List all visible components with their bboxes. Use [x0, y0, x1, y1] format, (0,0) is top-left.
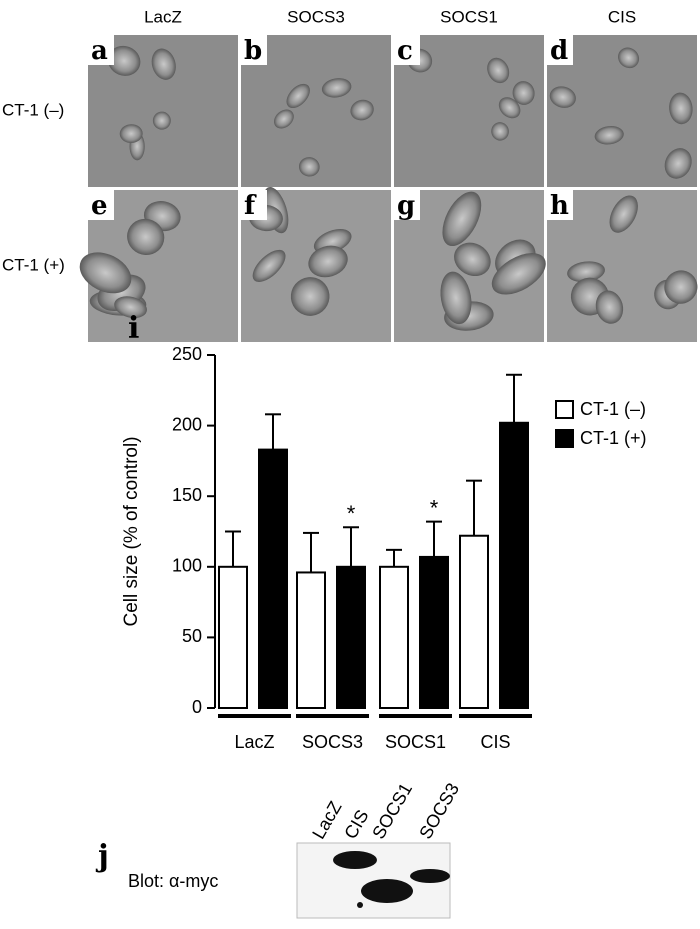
letter-box: [547, 35, 573, 65]
letter-box: [88, 190, 114, 220]
panel-letter: f: [244, 191, 257, 221]
cell: [442, 191, 482, 247]
bar: [379, 565, 409, 709]
cell: [252, 249, 286, 282]
cell: [107, 45, 141, 76]
bar: [336, 565, 366, 709]
cell: [127, 218, 165, 255]
y-axis-label: Cell size (% of control): [121, 436, 142, 626]
letter-box: [394, 35, 420, 65]
x-tick-label: LacZ: [234, 732, 274, 752]
letter-box: [547, 190, 573, 220]
blot-band: [333, 851, 377, 869]
panel-letter: b: [244, 36, 262, 66]
panel-letter: i: [128, 311, 139, 346]
x-tick-label: SOCS1: [385, 732, 446, 752]
cell: [308, 245, 348, 278]
lane-label: SOCS3: [415, 780, 463, 843]
cell: [549, 86, 576, 108]
bar: [296, 571, 326, 709]
panel-letter: d: [550, 36, 568, 66]
cell: [491, 122, 509, 141]
column-header: CIS: [608, 7, 636, 26]
x-tick-label: CIS: [480, 732, 510, 752]
panel-letter: e: [91, 191, 108, 221]
bar: [499, 421, 529, 709]
cell: [321, 78, 352, 98]
letter-box: [394, 190, 420, 220]
y-tick-label: 200: [172, 414, 202, 434]
significance-marker: *: [347, 501, 356, 526]
row-label: CT-1 (+): [2, 255, 65, 274]
cell: [491, 253, 546, 295]
cell: [286, 83, 310, 109]
significance-marker: *: [430, 495, 439, 520]
cell: [567, 261, 605, 283]
cell: [594, 125, 624, 145]
cell: [119, 124, 143, 144]
legend-label: CT-1 (+): [580, 428, 647, 448]
cell: [669, 92, 693, 125]
y-tick-label: 0: [192, 697, 202, 717]
letter-box: [88, 35, 114, 65]
panel-letter: g: [397, 191, 415, 221]
cell: [298, 157, 320, 177]
blot-band: [357, 902, 363, 908]
cell: [512, 81, 535, 105]
bar: [459, 534, 489, 710]
y-tick-label: 100: [172, 556, 202, 576]
bar: [258, 448, 288, 709]
blot-band: [361, 879, 413, 903]
column-header: SOCS1: [440, 7, 498, 26]
y-tick-label: 150: [172, 485, 202, 505]
bar: [218, 565, 248, 709]
panel-letter: j: [95, 839, 109, 874]
cell: [595, 290, 624, 324]
cell: [664, 148, 692, 179]
row-label: CT-1 (–): [2, 100, 64, 119]
cell: [151, 48, 176, 80]
y-tick-label: 250: [172, 344, 202, 364]
cell: [290, 277, 330, 316]
legend-swatch: [555, 400, 574, 419]
column-header: SOCS3: [287, 7, 345, 26]
cell: [274, 109, 294, 129]
cell: [152, 111, 171, 130]
cell: [79, 252, 132, 294]
lane-label: SOCS1: [368, 780, 416, 843]
cell: [487, 57, 510, 84]
panel-letter: c: [397, 36, 413, 66]
column-header: LacZ: [144, 7, 182, 26]
letter-box: [241, 190, 267, 220]
legend-swatch: [555, 429, 574, 448]
legend-label: CT-1 (–): [580, 399, 646, 419]
lane-label: LacZ: [308, 798, 345, 843]
cell: [454, 242, 491, 277]
letter-box: [241, 35, 267, 65]
panel-letter: a: [91, 36, 108, 66]
lane-label: CIS: [340, 806, 372, 842]
cell: [618, 47, 640, 69]
cell: [440, 271, 472, 325]
cell: [664, 270, 698, 304]
cell: [350, 99, 374, 121]
panel-letter: h: [550, 191, 569, 221]
blot-band: [410, 869, 450, 883]
blot-label: Blot: α-myc: [128, 871, 218, 891]
cell: [609, 195, 638, 233]
bar: [419, 555, 449, 710]
cell: [114, 296, 147, 319]
cell: [498, 97, 521, 119]
y-tick-label: 50: [182, 626, 202, 646]
x-tick-label: SOCS3: [302, 732, 363, 752]
